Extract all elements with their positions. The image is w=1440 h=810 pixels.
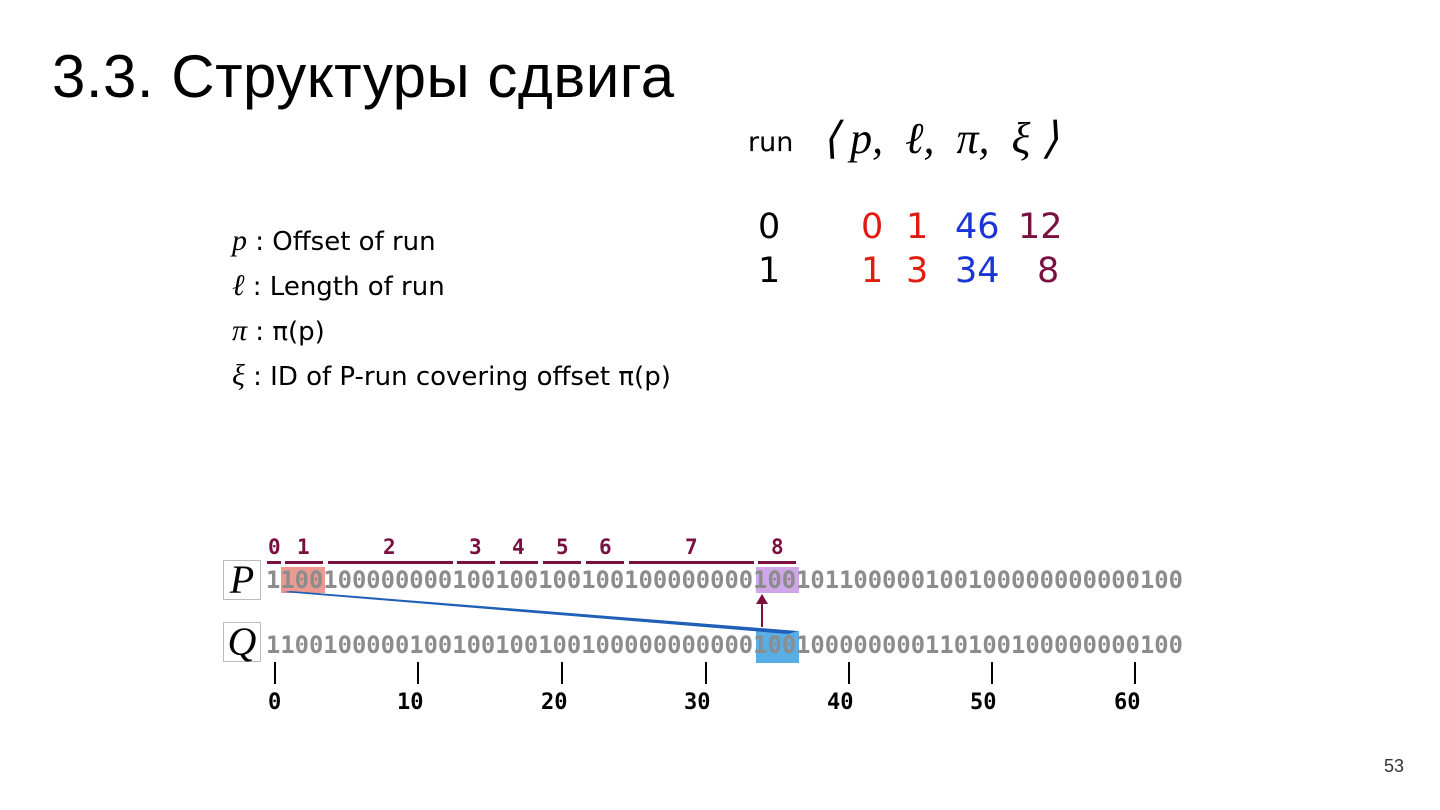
- legend-symbol: p: [232, 224, 247, 257]
- arrow-head-icon: [756, 594, 768, 604]
- p-run-highlight-purple: [756, 567, 799, 593]
- run-label: 2: [383, 535, 396, 559]
- legend-text: : Length of run: [244, 272, 445, 302]
- p-run-highlight-red: [281, 567, 325, 593]
- axis-tick: [274, 662, 276, 684]
- run-bar: [328, 561, 453, 564]
- axis-tick-label: 40: [827, 690, 854, 715]
- axis-tick-label: 50: [970, 690, 997, 715]
- shift-link-band: [283, 591, 798, 634]
- row0-pi: 46: [955, 207, 1000, 247]
- row1-xi: 8: [1037, 251, 1060, 291]
- run-bar: [267, 561, 281, 564]
- p-sequence: 1100100000000100100100100100000000100101…: [266, 566, 1183, 594]
- legend-item-l: ℓ : Length of run: [232, 269, 445, 303]
- axis-tick-label: 20: [541, 690, 568, 715]
- axis-tick-label: 60: [1114, 690, 1141, 715]
- run-label: 4: [512, 535, 525, 559]
- axis-tick: [991, 662, 993, 684]
- legend-symbol: ξ: [232, 359, 245, 392]
- axis-tick: [705, 662, 707, 684]
- row0-p: 0: [861, 207, 884, 247]
- p-label: P: [223, 560, 261, 600]
- q-sequence: 1100100000100100100100100000000000100100…: [266, 631, 1183, 659]
- row0-run: 0: [758, 207, 781, 247]
- run-label: 8: [771, 535, 784, 559]
- axis-tick-label: 0: [268, 690, 282, 715]
- axis-tick-label: 10: [397, 690, 424, 715]
- run-header: run: [748, 127, 794, 158]
- axis-tick: [848, 662, 850, 684]
- q-run-highlight-blue: [756, 631, 799, 663]
- run-label: 7: [685, 535, 698, 559]
- run-label: 3: [469, 535, 482, 559]
- legend-text: : Offset of run: [247, 227, 436, 257]
- axis-tick: [561, 662, 563, 684]
- run-bar: [586, 561, 624, 564]
- run-label: 0: [268, 535, 281, 559]
- legend-item-xi: ξ : ID of P-run covering offset π(p): [232, 359, 671, 393]
- legend-symbol: ℓ: [232, 269, 245, 302]
- legend-text: : ID of P-run covering offset π(p): [244, 362, 671, 392]
- slide-number: 53: [1384, 756, 1405, 776]
- run-label: 5: [556, 535, 569, 559]
- q-label: Q: [223, 622, 261, 662]
- axis-tick-label: 30: [684, 690, 711, 715]
- legend-item-p: p : Offset of run: [232, 224, 436, 258]
- run-bar: [457, 561, 495, 564]
- row0-l: 1: [906, 207, 929, 247]
- row1-run: 1: [758, 251, 781, 291]
- page-title: 3.3. Структуры сдвига: [52, 43, 675, 110]
- run-bar: [285, 561, 323, 564]
- axis-tick: [1134, 662, 1136, 684]
- run-bar: [543, 561, 581, 564]
- axis-tick: [417, 662, 419, 684]
- run-bar: [758, 561, 796, 564]
- run-bar: [629, 561, 754, 564]
- run-bar: [500, 561, 538, 564]
- run-label: 1: [297, 535, 310, 559]
- row1-p: 1: [861, 251, 884, 291]
- run-label: 6: [599, 535, 612, 559]
- legend-text: : π(p): [247, 317, 325, 347]
- tuple-header: ⟨ p, ℓ, π, ξ ⟩: [822, 114, 1059, 163]
- row1-pi: 34: [955, 251, 1000, 291]
- row0-xi: 12: [1018, 207, 1063, 247]
- legend-symbol: π: [232, 314, 248, 347]
- row1-l: 3: [906, 251, 929, 291]
- legend-item-pi: π : π(p): [232, 314, 325, 348]
